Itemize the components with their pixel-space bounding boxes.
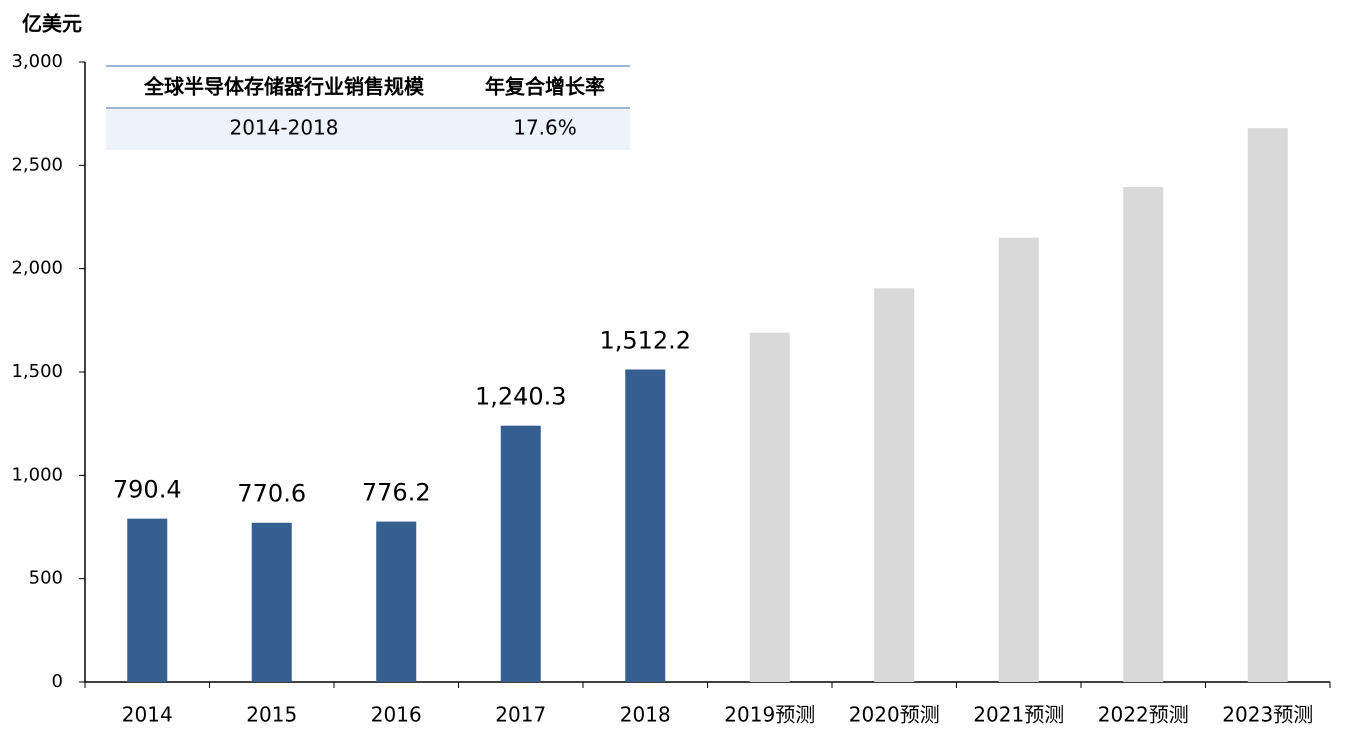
data-label: 1,512.2	[599, 326, 691, 354]
data-label: 790.4	[113, 476, 182, 504]
x-tick-label: 2023预测	[1222, 703, 1313, 727]
bar	[1123, 187, 1164, 683]
data-label: 1,240.3	[475, 383, 567, 411]
x-tick-label: 2017	[495, 703, 546, 727]
bar	[874, 288, 915, 682]
y-tick-label: 2,500	[11, 154, 63, 175]
data-label: 776.2	[362, 479, 431, 507]
bar	[376, 521, 417, 682]
data-label: 770.6	[237, 480, 306, 508]
x-tick-label: 2016	[371, 703, 422, 727]
bar	[749, 332, 790, 682]
bar	[127, 518, 168, 682]
x-tick-label: 2019预测	[724, 703, 815, 727]
bar	[1247, 128, 1288, 683]
x-tick-label: 2018	[620, 703, 671, 727]
bar	[998, 237, 1039, 682]
table-header: 年复合增长率	[485, 75, 605, 99]
y-tick-label: 3,000	[11, 51, 63, 72]
y-axis-unit: 亿美元	[22, 12, 82, 36]
y-tick-label: 0	[52, 671, 63, 692]
x-tick-label: 2014	[122, 703, 173, 727]
bar	[251, 522, 292, 682]
x-tick-label: 2021预测	[973, 703, 1064, 727]
x-tick-label: 2015	[246, 703, 297, 727]
y-tick-label: 1,500	[11, 361, 63, 382]
table-cell: 2014-2018	[229, 116, 338, 140]
bar	[625, 369, 666, 682]
bar	[500, 425, 541, 682]
table-header: 全球半导体存储器行业销售规模	[143, 75, 425, 99]
y-tick-label: 1,000	[11, 464, 63, 485]
table-row-bg	[106, 108, 630, 150]
table-cell: 17.6%	[513, 116, 577, 140]
y-tick-label: 2,000	[11, 258, 63, 279]
y-tick-label: 500	[29, 568, 63, 589]
x-tick-label: 2020预测	[849, 703, 940, 727]
x-tick-label: 2022预测	[1098, 703, 1189, 727]
